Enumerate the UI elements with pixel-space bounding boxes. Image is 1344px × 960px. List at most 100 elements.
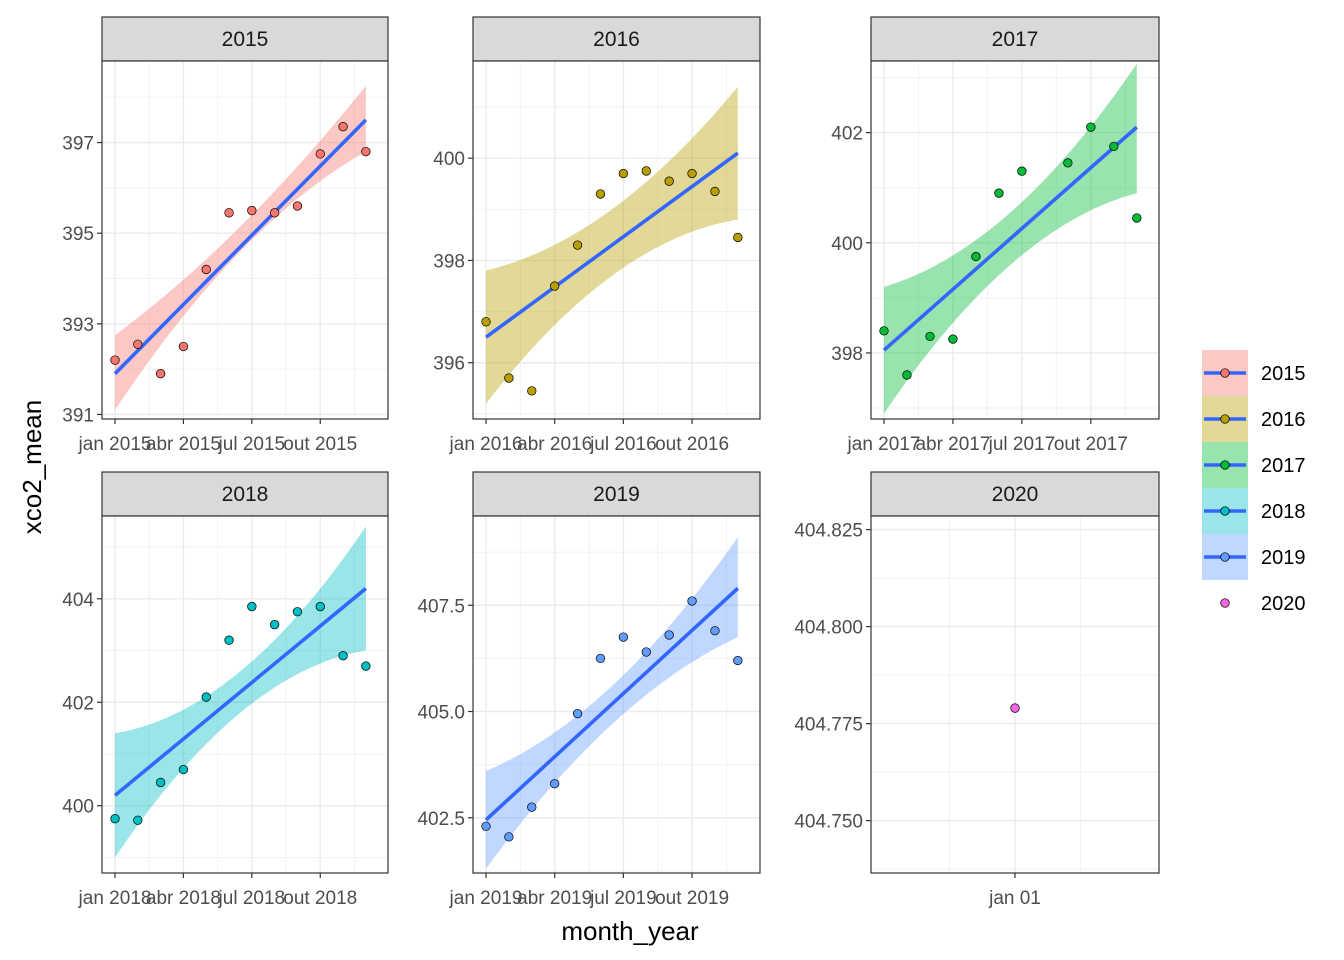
data-point <box>595 653 606 664</box>
legend-item-2019: 2019 <box>1202 534 1306 580</box>
legend-label: 2019 <box>1261 547 1306 569</box>
legend-label: 2017 <box>1261 455 1306 477</box>
x-tick-label: out 2017 <box>1054 434 1128 455</box>
data-point <box>178 764 189 775</box>
data-point <box>201 692 211 702</box>
facet-panel-2020: 2020 404.750 404.775 404.800 404.825 jan 01 <box>794 471 1160 909</box>
data-point <box>155 777 166 788</box>
data-point <box>315 149 325 159</box>
panel-border <box>101 60 389 420</box>
panel-plot-area <box>102 516 388 873</box>
x-tick-label: out 2018 <box>283 888 357 909</box>
x-tick-label: jul 2016 <box>589 434 657 455</box>
data-point <box>504 832 514 842</box>
data-point <box>1109 141 1119 152</box>
data-point <box>733 232 743 243</box>
data-point <box>504 373 514 383</box>
y-tick-label: 402 <box>62 693 94 714</box>
y-tick-label: 404.825 <box>794 521 863 542</box>
x-tick-label: out 2019 <box>655 888 729 909</box>
data-point <box>664 630 674 640</box>
y-tick-label: 400 <box>433 149 465 170</box>
x-tick-label: abr 2019 <box>517 888 592 909</box>
x-axis-title: month_year <box>561 916 699 946</box>
data-point <box>1132 213 1142 223</box>
x-tick-label: abr 2016 <box>517 434 592 455</box>
x-tick-label: out 2016 <box>655 434 729 455</box>
y-tick-label: 398 <box>433 251 465 272</box>
facet-strip-label: 2020 <box>992 483 1039 506</box>
fit-line <box>882 125 1138 352</box>
fit-line <box>484 586 740 822</box>
y-tick-label: 402 <box>831 124 863 145</box>
y-tick-label: 396 <box>433 354 465 375</box>
data-point <box>687 168 697 179</box>
data-point <box>925 331 935 342</box>
data-point <box>292 607 303 617</box>
x-tick-label: jul 2015 <box>218 434 286 455</box>
data-point <box>361 661 371 671</box>
panel-plot-area <box>473 516 760 873</box>
facet-strip-label: 2015 <box>222 28 269 51</box>
legend-label: 2016 <box>1261 409 1306 431</box>
y-axis-title: xco2_mean <box>17 400 47 534</box>
data-point <box>155 369 166 379</box>
legend-item-2015: 2015 <box>1202 350 1306 396</box>
data-point <box>550 281 560 291</box>
data-point <box>133 339 143 349</box>
legend-item-2020: 2020 <box>1220 593 1306 615</box>
data-point <box>1017 166 1027 176</box>
legend-key-point <box>1220 552 1230 562</box>
panel-plot-area <box>871 516 1159 873</box>
x-tick-label: abr 2017 <box>915 434 990 455</box>
panel-border <box>472 515 761 874</box>
y-tick-label: 397 <box>62 134 94 155</box>
legend-key-point <box>1220 460 1230 470</box>
legend-key-point <box>1220 598 1230 608</box>
data-point <box>664 176 674 186</box>
data-point <box>110 355 120 365</box>
legend-label: 2015 <box>1261 363 1306 385</box>
data-point <box>247 205 257 216</box>
data-point <box>710 186 720 197</box>
data-point <box>315 601 325 612</box>
data-point <box>269 620 280 630</box>
fit-line <box>113 587 368 797</box>
facet-strip <box>870 16 1160 62</box>
y-tick-label: 405.0 <box>417 703 465 724</box>
x-tick-label: jan 2015 <box>78 434 152 455</box>
data-point <box>710 626 720 636</box>
y-tick-label: 404.775 <box>794 715 863 736</box>
data-point <box>971 251 981 262</box>
data-point <box>269 208 280 218</box>
legend-key-point <box>1220 414 1230 424</box>
facet-strip <box>870 471 1160 517</box>
fit-line <box>484 151 739 339</box>
data-point <box>572 240 583 250</box>
y-tick-label: 395 <box>62 224 94 245</box>
x-tick-label: jan 01 <box>988 888 1041 909</box>
x-tick-label: abr 2018 <box>146 888 221 909</box>
data-point <box>527 802 537 812</box>
x-tick-label: abr 2015 <box>146 434 221 455</box>
legend-key-point <box>1220 506 1230 516</box>
data-point <box>224 635 234 645</box>
panel-border <box>870 60 1160 420</box>
y-tick-label: 404 <box>62 590 94 611</box>
data-point <box>687 596 697 606</box>
data-point <box>618 168 629 179</box>
x-tick-label: jul 2017 <box>988 434 1056 455</box>
legend-item-2016: 2016 <box>1202 396 1306 442</box>
data-point <box>481 317 491 327</box>
y-tick-label: 404.750 <box>794 812 863 833</box>
x-tick-label: out 2015 <box>283 434 357 455</box>
data-point <box>994 188 1004 198</box>
data-point <box>1063 158 1073 168</box>
x-tick-label: jan 2019 <box>449 888 523 909</box>
y-tick-label: 400 <box>62 797 94 818</box>
